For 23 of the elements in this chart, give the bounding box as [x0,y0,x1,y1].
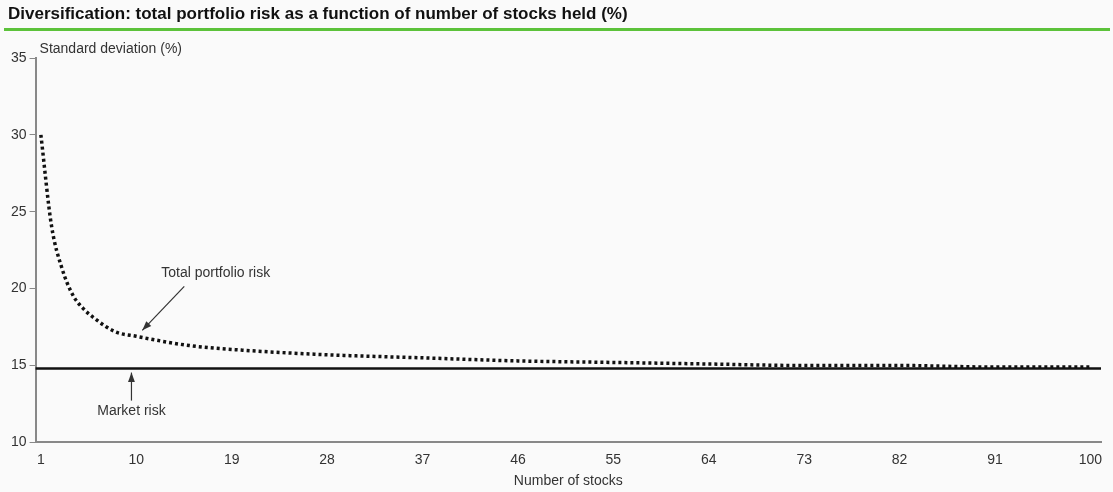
x-tick-label: 82 [891,450,908,467]
chart-title: Diversification: total portfolio risk as a function of number of stocks held (%) [8,4,628,24]
x-tick-label: 46 [510,450,526,467]
x-tick-label: 10 [128,450,145,467]
y-axis-title: Standard deviation (%) [39,39,182,56]
x-tick-label: 19 [223,450,240,467]
y-tick-label: 25 [10,202,27,219]
y-tick-label: 10 [10,433,27,450]
y-tick-label: 15 [10,356,27,373]
x-axis-title: Number of stocks [513,472,623,489]
y-tick-label: 30 [10,125,27,142]
x-tick-label: 28 [319,450,336,467]
x-tick-label: 64 [700,450,717,467]
ref-line-label: Market risk [97,402,167,419]
x-tick-label: 73 [796,450,813,467]
x-tick-label: 100 [1078,450,1103,467]
y-tick-label: 20 [10,279,27,296]
annotation: Total portfolio risk [161,264,272,281]
x-tick-label: 91 [987,450,1003,467]
x-tick-label: 55 [605,450,622,467]
y-tick-label: 35 [10,48,27,65]
x-tick-label: 37 [414,450,431,467]
x-tick-label: 1 [36,450,45,467]
